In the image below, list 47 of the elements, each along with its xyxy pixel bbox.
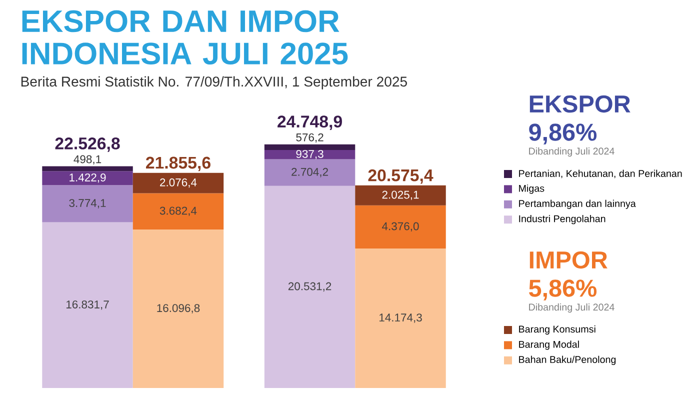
bar <box>355 248 446 388</box>
text: 5,86% <box>529 280 597 300</box>
bar <box>264 144 356 150</box>
bar <box>264 150 356 160</box>
data-label: 16.096,8 <box>157 304 200 314</box>
data-label: 16.831,7 <box>66 300 109 310</box>
legend-label: Barang Modal <box>519 340 579 350</box>
legend-label: Industri Pengolahan <box>519 215 606 224</box>
bar <box>264 186 356 388</box>
legend-label: Pertambangan dan lainnya <box>519 200 636 209</box>
data-label: 3.774,1 <box>69 199 106 208</box>
total-label: 21.855,6 <box>146 156 210 172</box>
text: Dibanding Juli 2024 <box>529 303 614 313</box>
data-label: 2.076,4 <box>160 178 197 188</box>
total-label: 20.575,4 <box>368 169 434 184</box>
bar <box>264 159 356 186</box>
chart-title: EKSPOR DAN IMPOR INDONESIA JULI 2025 <box>22 10 348 65</box>
bar <box>132 230 224 388</box>
bar <box>355 205 446 248</box>
data-label: 14.174,3 <box>379 314 422 323</box>
data-label: 2.704,2 <box>292 168 328 178</box>
legend-label: Migas <box>519 184 544 194</box>
text: IMPOR <box>530 251 608 269</box>
legend-label: Barang Konsumsi <box>519 325 596 335</box>
total-label: 22.526,8 <box>55 137 120 152</box>
legend-label: Pertanian, Kehutanan, dan Perikanan <box>519 170 682 178</box>
bar <box>42 166 133 172</box>
chart-subtitle: Berita Resmi Statistik No. 77/09/Th.XXVIII, 1 September 2025 <box>21 76 407 90</box>
data-label: 937,3 <box>296 150 324 160</box>
text: EKSPOR <box>530 95 630 113</box>
bar <box>42 222 133 388</box>
data-label: 1.422,9 <box>70 173 106 183</box>
bar <box>132 193 224 230</box>
data-label: 576,2 <box>296 133 324 143</box>
bar <box>132 172 224 194</box>
text: 9,86% <box>529 124 597 144</box>
bar <box>42 185 133 222</box>
bar <box>42 171 133 186</box>
data-label: 2.025,1 <box>382 190 419 200</box>
legend-label: Bahan Baku/Penolong <box>519 356 616 365</box>
data-label: 20.531,2 <box>288 282 332 292</box>
data-label: 4.376,0 <box>382 222 419 232</box>
data-label: 498,1 <box>74 155 102 165</box>
data-label: 3.682,4 <box>160 206 197 216</box>
bar <box>355 185 446 206</box>
total-label: 24.748,9 <box>278 116 342 130</box>
text: Dibanding Juli 2024 <box>529 147 614 157</box>
